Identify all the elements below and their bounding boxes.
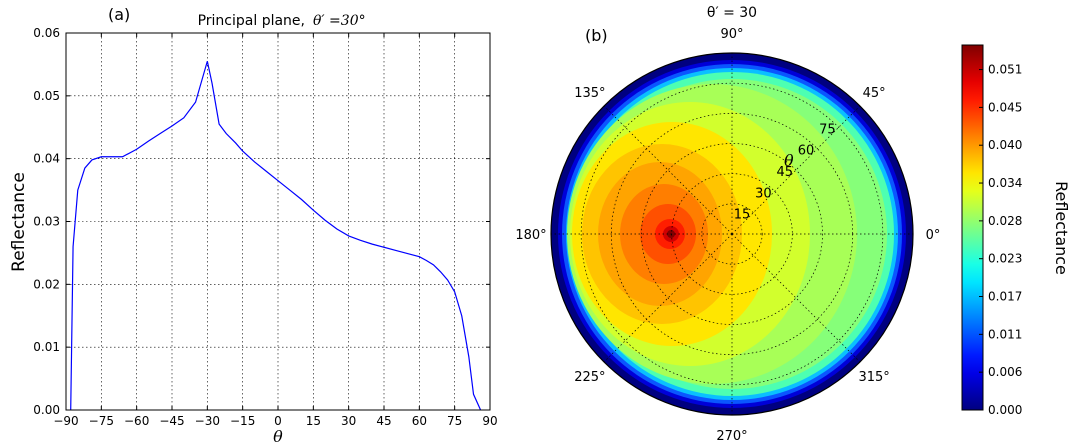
radial-tick-label: 75 (819, 122, 836, 137)
x-tick-label: 90 (482, 414, 497, 428)
colorbar-ticks: 0.000 0.006 0.011 0.017 0.023 0.028 0.034 0.040… (979, 63, 1022, 417)
polar-ring (580, 82, 884, 386)
angle-label: 90° (720, 27, 743, 42)
polar-ring (701, 203, 763, 265)
reflectance-series-line (70, 61, 482, 410)
x-tick-label: 15 (306, 414, 321, 428)
x-tick-label: 60 (412, 414, 427, 428)
x-tick-label: 30 (341, 414, 356, 428)
colorbar-tick-label: 0.017 (988, 290, 1022, 304)
radial-axis-label: θ (784, 151, 794, 170)
radial-tick-label: 45 (776, 165, 793, 180)
angle-label: 180° (515, 228, 546, 243)
chart-title-prefix: Principal plane, (198, 13, 305, 29)
colorbar-tick-label: 0.011 (988, 327, 1022, 341)
x-tick-label: −15 (230, 414, 255, 428)
radial-tick-label: 60 (798, 144, 815, 159)
chart-title-math: θ′ =30° (313, 13, 366, 29)
y-tick-label: 0.05 (33, 89, 60, 103)
line-chart-panel: −90 −75 −60 −45 −30 −15 0 15 30 45 60 75 90 0.00 0.01 0… (9, 5, 498, 446)
colorbar-tick-label: 0.028 (988, 214, 1022, 228)
colorbar-tick-label: 0.051 (988, 63, 1022, 77)
x-tick-label: 45 (376, 414, 391, 428)
colorbar-tick-label: 0.040 (988, 138, 1022, 152)
colorbar-gradient (961, 44, 984, 411)
x-axis-label: θ (273, 427, 283, 446)
y-tick-label: 0.00 (33, 403, 60, 417)
angle-label: 135° (574, 86, 605, 101)
polar-heatmap-panel: (b) θ′ = 30 15 30 45 60 75 0° 45° 90° 135° 180° 22… (515, 5, 1069, 444)
colorbar-tick-label: 0.006 (988, 365, 1022, 379)
x-tick-label: −60 (124, 414, 149, 428)
angle-label: 315° (858, 370, 889, 385)
colorbar-label: Reflectance (1052, 181, 1069, 275)
colorbar: 0.000 0.006 0.011 0.017 0.023 0.028 0.034 0.040… (961, 44, 1069, 417)
angle-label: 45° (863, 86, 886, 101)
colorbar-tick-label: 0.034 (988, 176, 1022, 190)
angle-label: 225° (574, 370, 605, 385)
x-tick-label: −45 (159, 414, 184, 428)
x-tick-label: −75 (89, 414, 114, 428)
polar-chart-title: θ′ = 30 (707, 5, 757, 21)
y-tick-label: 0.03 (33, 215, 60, 229)
angle-label: 0° (926, 228, 941, 243)
panel-label-b: (b) (585, 26, 608, 45)
y-axis-label: Reflectance (9, 172, 29, 272)
grid-lines (66, 33, 490, 410)
polar-labels: 15 30 45 60 75 0° 45° 90° 135° 180° 225° 270° 315° (515, 27, 940, 444)
x-tick-label: 75 (447, 414, 462, 428)
y-tick-label: 0.01 (33, 340, 60, 354)
axis-ticks: −90 −75 −60 −45 −30 −15 0 15 30 45 60 75 90 0.00 0.01 0… (33, 26, 497, 428)
angle-label: 270° (716, 429, 747, 444)
colorbar-tick-label: 0.000 (988, 403, 1022, 417)
y-tick-label: 0.06 (33, 26, 60, 40)
x-tick-label: 0 (274, 414, 282, 428)
polar-ring (641, 143, 823, 325)
polar-grid (551, 53, 913, 415)
x-tick-label: −30 (195, 414, 220, 428)
colorbar-tick-label: 0.045 (988, 100, 1022, 114)
plot-frame (65, 32, 491, 411)
panel-label-a: (a) (108, 5, 130, 24)
y-tick-label: 0.02 (33, 277, 60, 291)
radial-tick-label: 15 (734, 208, 751, 223)
y-tick-label: 0.04 (33, 152, 60, 166)
radial-tick-label: 30 (755, 186, 772, 201)
x-tick-label: −90 (53, 414, 78, 428)
colorbar-tick-label: 0.023 (988, 252, 1022, 266)
